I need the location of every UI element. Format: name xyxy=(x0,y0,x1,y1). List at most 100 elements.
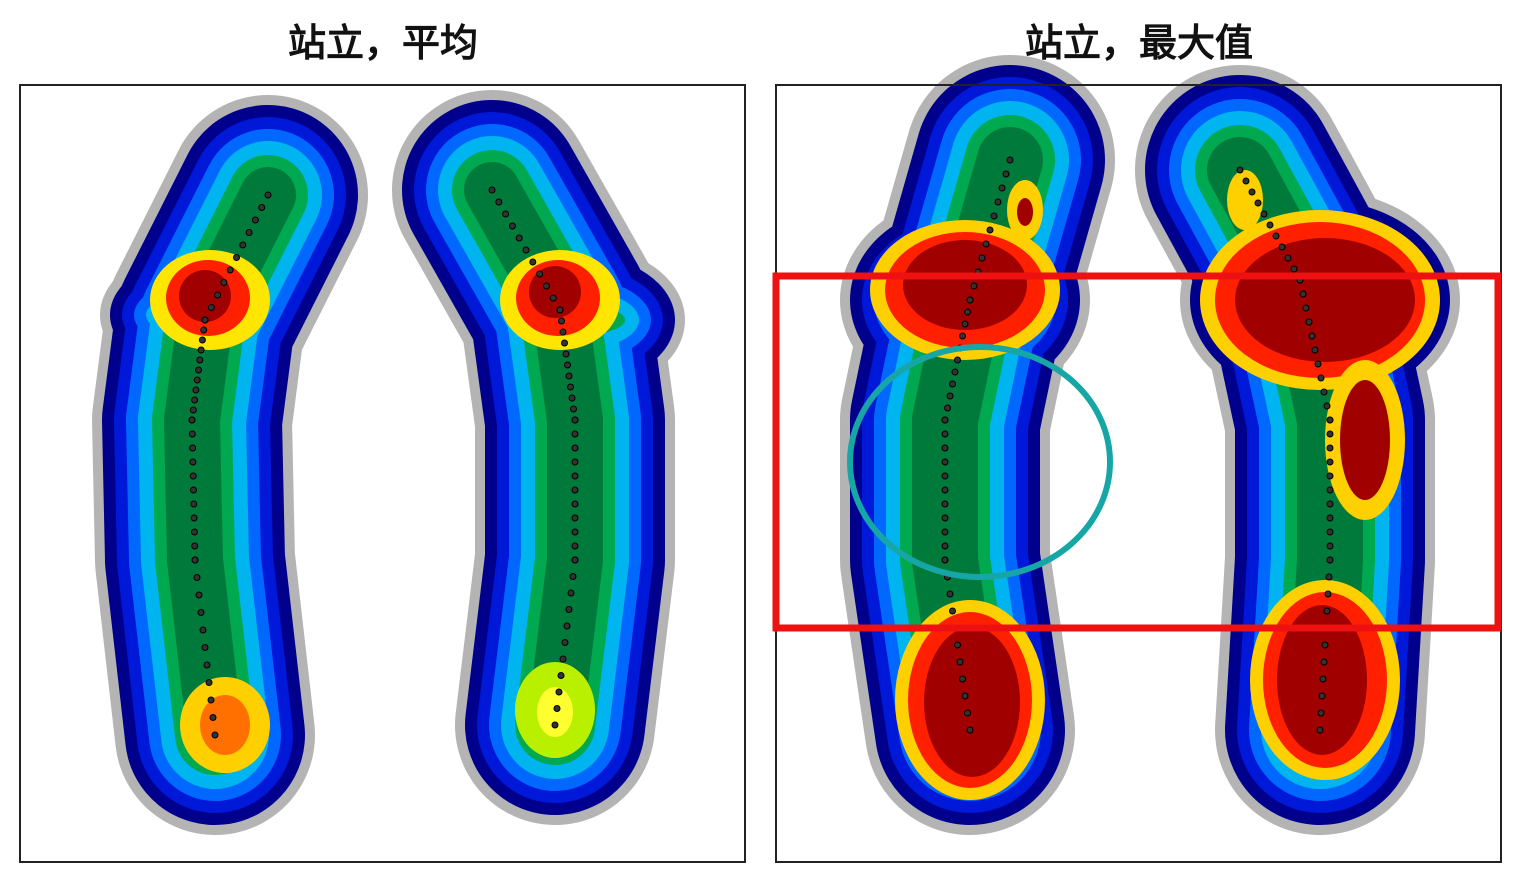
center-of-pressure-dot xyxy=(571,458,579,466)
pressure-maps xyxy=(92,55,1460,835)
center-of-pressure-dot xyxy=(941,416,949,424)
center-of-pressure-dot xyxy=(1326,416,1334,424)
center-of-pressure-dot xyxy=(189,458,197,466)
center-of-pressure-dot xyxy=(558,317,565,325)
center-of-pressure-dot xyxy=(571,556,579,564)
center-of-pressure-dot xyxy=(201,644,209,651)
center-of-pressure-dot xyxy=(1248,188,1256,196)
center-of-pressure-dot xyxy=(1325,573,1333,581)
center-of-pressure-dot xyxy=(1326,472,1334,480)
center-of-pressure-dot xyxy=(949,607,956,615)
center-of-pressure-dot xyxy=(954,641,961,649)
center-of-pressure-dot xyxy=(949,380,956,388)
highlight-box xyxy=(772,272,1502,632)
center-of-pressure-dot xyxy=(569,573,577,580)
center-of-pressure-dot xyxy=(964,709,971,717)
center-of-pressure-dot xyxy=(220,279,228,286)
center-of-pressure-dot xyxy=(1326,556,1334,564)
center-of-pressure-dot xyxy=(205,679,213,686)
center-of-pressure-dot xyxy=(1326,458,1334,466)
center-of-pressure-dot xyxy=(239,241,247,249)
center-of-pressure-dot xyxy=(562,350,570,358)
center-of-pressure-dot xyxy=(1320,388,1328,396)
center-of-pressure-dot xyxy=(964,308,971,316)
center-of-pressure-dot xyxy=(1326,430,1334,438)
center-of-pressure-dot xyxy=(495,198,503,206)
center-of-pressure-dot xyxy=(190,500,198,508)
center-of-pressure-dot xyxy=(1299,290,1307,298)
center-of-pressure-dot xyxy=(196,356,204,364)
center-of-pressure-dot xyxy=(555,688,563,696)
panel-frame xyxy=(19,84,746,863)
pressure-hotspot xyxy=(1235,238,1415,362)
pressure-hotspot xyxy=(1340,380,1390,500)
center-of-pressure-dot xyxy=(1326,542,1334,550)
pressure-hotspot xyxy=(924,627,1020,777)
center-of-pressure-dot xyxy=(508,222,516,230)
center-of-pressure-dot xyxy=(1254,199,1262,207)
center-of-pressure-dot xyxy=(1326,514,1334,522)
center-of-pressure-dot xyxy=(1302,304,1310,312)
center-of-pressure-dot xyxy=(1317,374,1325,382)
center-of-pressure-dot xyxy=(195,591,203,599)
center-of-pressure-dot xyxy=(199,626,207,634)
center-of-pressure-dot xyxy=(1326,528,1334,536)
center-of-pressure-dot xyxy=(522,246,530,254)
center-of-pressure-dot xyxy=(1236,166,1244,174)
center-of-pressure-dot xyxy=(559,328,567,336)
center-of-pressure-dot xyxy=(941,486,949,494)
center-of-pressure-dot xyxy=(209,714,217,721)
center-of-pressure-dot xyxy=(201,316,209,324)
center-of-pressure-dot xyxy=(542,282,550,290)
center-of-pressure-dot xyxy=(1278,243,1286,251)
center-of-pressure-dot xyxy=(211,731,219,739)
center-of-pressure-dot xyxy=(946,590,954,598)
center-of-pressure-dot xyxy=(190,528,198,536)
center-of-pressure-dot xyxy=(998,184,1006,192)
pressure-hotspot xyxy=(200,695,250,755)
center-of-pressure-dot xyxy=(188,430,196,438)
center-of-pressure-dot xyxy=(941,500,949,508)
center-of-pressure-dot xyxy=(1006,156,1014,164)
center-of-pressure-dot xyxy=(966,726,974,734)
center-of-pressure-dot xyxy=(941,444,949,452)
center-of-pressure-dot xyxy=(556,306,564,314)
center-of-pressure-dot xyxy=(195,366,202,374)
center-of-pressure-dot xyxy=(941,528,949,536)
center-of-pressure-dot xyxy=(529,258,537,266)
center-of-pressure-dot xyxy=(1305,318,1313,326)
center-of-pressure-dot xyxy=(188,416,196,424)
center-of-pressure-dot xyxy=(207,696,215,704)
center-of-pressure-dot xyxy=(571,416,579,424)
center-of-pressure-dot xyxy=(193,376,201,384)
panel-title: 站立，最大值 xyxy=(1025,23,1253,65)
center-of-pressure-dot xyxy=(944,404,951,412)
center-of-pressure-dot xyxy=(190,514,198,522)
center-of-pressure-dot xyxy=(1260,210,1268,218)
center-of-pressure-dot xyxy=(567,589,575,597)
center-of-pressure-dot xyxy=(941,458,949,466)
center-of-pressure-dot xyxy=(515,234,523,242)
center-of-pressure-dot xyxy=(197,609,205,616)
center-of-pressure-dot xyxy=(245,229,253,236)
center-of-pressure-dot xyxy=(990,212,998,220)
center-of-pressure-dot xyxy=(571,500,579,508)
center-of-pressure-dot xyxy=(264,191,272,199)
center-of-pressure-dot xyxy=(1272,232,1280,240)
center-of-pressure-dot xyxy=(1320,658,1328,666)
center-of-pressure-dot xyxy=(1311,346,1319,354)
center-of-pressure-dot xyxy=(946,392,954,400)
center-of-pressure-dot xyxy=(1290,265,1298,273)
center-of-pressure-dot xyxy=(567,383,574,391)
center-of-pressure-dot xyxy=(1326,444,1334,452)
center-of-pressure-dot xyxy=(1318,692,1326,700)
center-of-pressure-dot xyxy=(961,692,969,700)
center-of-pressure-dot xyxy=(551,721,559,729)
center-of-pressure-dot xyxy=(568,394,576,402)
center-of-pressure-dot xyxy=(563,622,571,630)
center-of-pressure-dot xyxy=(214,291,222,299)
center-of-pressure-dot xyxy=(959,675,966,683)
center-of-pressure-dot xyxy=(571,444,579,452)
center-of-pressure-dot xyxy=(571,472,579,480)
